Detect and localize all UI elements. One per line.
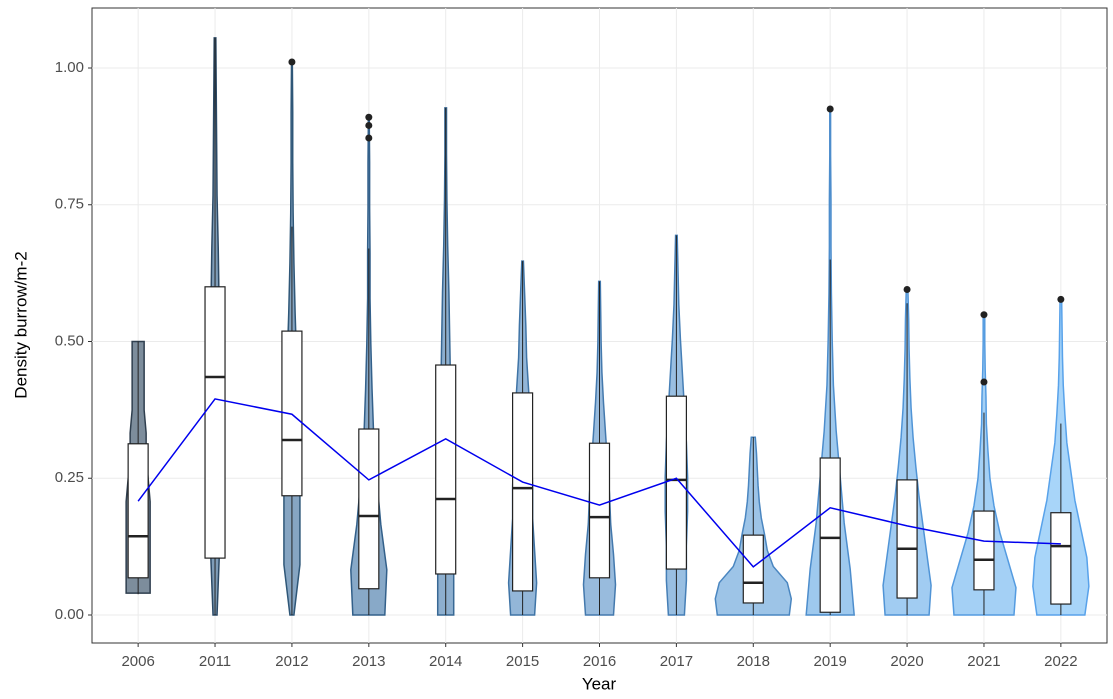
- x-tick-label: 2006: [121, 653, 154, 670]
- x-tick-label: 2014: [429, 653, 462, 670]
- x-axis-label: Year: [582, 674, 617, 693]
- y-tick-label: 0.75: [55, 196, 84, 213]
- box: [358, 428, 380, 590]
- x-tick-label: 2015: [506, 653, 539, 670]
- outlier: [365, 134, 373, 142]
- x-tick-label: 2013: [352, 653, 385, 670]
- x-tick-label: 2019: [813, 653, 846, 670]
- outlier: [980, 311, 988, 319]
- y-axis-label: Density burrow/m-2: [11, 251, 30, 398]
- x-tick-label: 2017: [660, 653, 693, 670]
- box: [204, 286, 226, 559]
- y-tick-label: 0.50: [55, 332, 84, 349]
- box: [973, 510, 995, 591]
- outlier: [903, 286, 911, 294]
- box: [588, 442, 611, 579]
- x-tick-label: 2020: [890, 653, 923, 670]
- outlier: [826, 105, 834, 113]
- x-tick-label: 2016: [583, 653, 616, 670]
- box: [435, 364, 457, 575]
- x-tick-label: 2018: [737, 653, 770, 670]
- y-tick-label: 1.00: [55, 59, 84, 76]
- box: [819, 457, 841, 613]
- outlier: [365, 121, 373, 129]
- y-tick-label: 0.25: [55, 469, 84, 486]
- outlier: [365, 113, 373, 121]
- box: [512, 392, 534, 592]
- box: [665, 395, 687, 570]
- mean-line: [137, 398, 1061, 568]
- box: [742, 534, 764, 604]
- box: [281, 330, 303, 497]
- box: [896, 479, 918, 599]
- x-tick-label: 2012: [275, 653, 308, 670]
- box: [127, 443, 149, 579]
- x-tick-label: 2011: [199, 653, 231, 670]
- x-tick-label: 2021: [967, 653, 1000, 670]
- outlier: [288, 58, 296, 66]
- box: [1050, 512, 1072, 605]
- x-tick-label: 2022: [1044, 653, 1077, 670]
- y-tick-label: 0.00: [55, 606, 84, 623]
- outlier: [1057, 295, 1065, 303]
- outlier: [980, 378, 988, 386]
